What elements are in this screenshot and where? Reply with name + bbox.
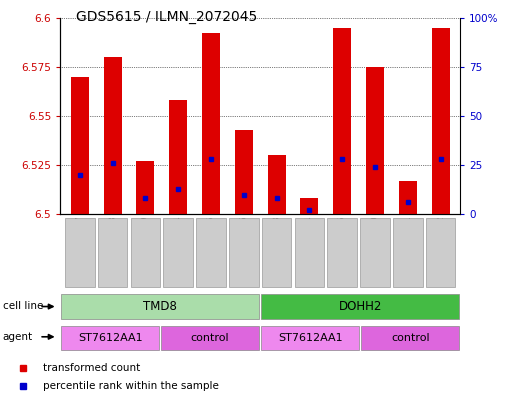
Bar: [137, 161, 154, 214]
Bar: [169, 100, 187, 214]
FancyBboxPatch shape: [327, 218, 357, 287]
FancyBboxPatch shape: [426, 218, 456, 287]
Text: agent: agent: [3, 332, 33, 342]
Text: TMD8: TMD8: [143, 300, 177, 313]
FancyBboxPatch shape: [261, 294, 459, 319]
Text: GDS5615 / ILMN_2072045: GDS5615 / ILMN_2072045: [76, 10, 257, 24]
Bar: [268, 155, 286, 214]
Text: transformed count: transformed count: [43, 362, 140, 373]
Text: ST7612AA1: ST7612AA1: [278, 333, 343, 343]
FancyBboxPatch shape: [361, 325, 459, 351]
Text: control: control: [391, 333, 429, 343]
FancyBboxPatch shape: [196, 218, 226, 287]
FancyBboxPatch shape: [164, 218, 193, 287]
FancyBboxPatch shape: [131, 218, 160, 287]
FancyBboxPatch shape: [98, 218, 128, 287]
FancyBboxPatch shape: [261, 325, 359, 351]
Text: ST7612AA1: ST7612AA1: [78, 333, 142, 343]
Bar: [71, 77, 89, 214]
FancyBboxPatch shape: [393, 218, 423, 287]
Text: DOHH2: DOHH2: [338, 300, 382, 313]
Text: control: control: [191, 333, 230, 343]
FancyBboxPatch shape: [161, 325, 259, 351]
Text: cell line: cell line: [3, 301, 43, 311]
Bar: [235, 130, 253, 214]
Bar: [202, 33, 220, 214]
FancyBboxPatch shape: [294, 218, 324, 287]
FancyBboxPatch shape: [65, 218, 95, 287]
FancyBboxPatch shape: [229, 218, 258, 287]
Text: percentile rank within the sample: percentile rank within the sample: [43, 381, 219, 391]
Bar: [104, 57, 122, 214]
FancyBboxPatch shape: [262, 218, 291, 287]
Bar: [399, 181, 417, 214]
FancyBboxPatch shape: [61, 294, 259, 319]
FancyBboxPatch shape: [360, 218, 390, 287]
Bar: [333, 28, 351, 214]
Bar: [300, 198, 319, 214]
Bar: [431, 28, 450, 214]
FancyBboxPatch shape: [61, 325, 159, 351]
Bar: [366, 67, 384, 214]
